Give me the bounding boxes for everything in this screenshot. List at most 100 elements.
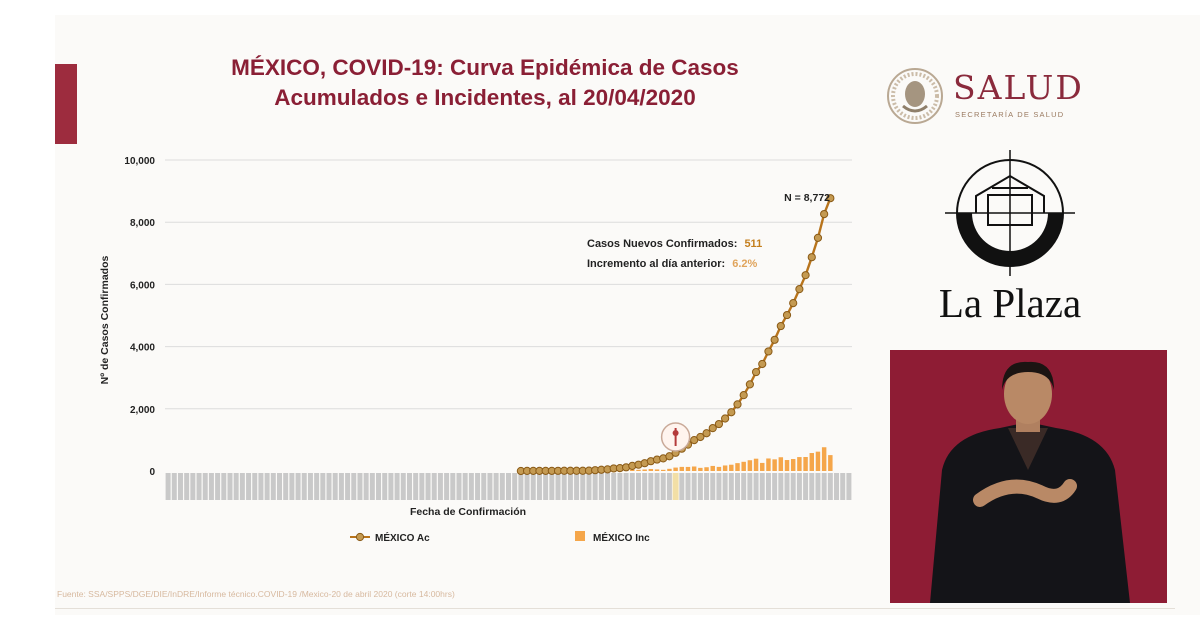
incident-bar <box>698 467 703 471</box>
date-tick-cell <box>561 473 567 500</box>
incident-bar <box>760 462 765 471</box>
incident-bar <box>636 469 641 471</box>
date-tick-cell <box>326 473 332 500</box>
date-tick-cell <box>196 473 202 500</box>
incident-bar <box>722 465 728 471</box>
date-tick-cell <box>233 473 239 500</box>
date-tick-cell <box>406 473 412 500</box>
marker-figure <box>672 430 679 436</box>
date-tick-cell <box>283 473 289 500</box>
data-point <box>758 359 767 369</box>
date-tick-cell <box>221 473 227 500</box>
date-tick-cell <box>444 473 450 500</box>
legend-point-swatch <box>355 532 365 542</box>
date-tick-cell <box>580 473 586 500</box>
incident-bar <box>784 460 790 471</box>
mexican-eagle-emblem-icon <box>887 68 943 124</box>
y-tick-label: 4,000 <box>130 343 155 354</box>
y-tick-label: 8,000 <box>130 218 155 229</box>
date-tick-cell <box>592 473 598 500</box>
date-tick-cell <box>834 473 840 500</box>
date-tick-cell <box>184 473 190 500</box>
incident-bar <box>691 466 697 471</box>
data-point <box>702 429 711 438</box>
date-tick-cell <box>629 473 635 500</box>
date-tick-cell <box>753 473 759 500</box>
date-tick-cell <box>809 473 815 500</box>
new-cases-label: Casos Nuevos Confirmados: <box>587 238 737 250</box>
incident-bar <box>828 455 833 471</box>
y-tick-label: 2,000 <box>130 405 155 416</box>
date-tick-cell <box>741 473 747 500</box>
y-tick-label: 6,000 <box>130 280 155 291</box>
incident-bar <box>704 467 709 471</box>
date-tick-cell <box>605 473 611 500</box>
incident-bar <box>648 468 654 471</box>
date-tick-cell <box>840 473 846 500</box>
date-tick-cell <box>363 473 369 500</box>
date-tick-cell <box>481 473 487 500</box>
data-point <box>733 400 742 409</box>
incident-bar <box>772 459 777 471</box>
data-point <box>820 209 829 219</box>
brand-accent-tab <box>55 64 77 144</box>
data-point <box>714 419 724 429</box>
incident-bar <box>741 461 746 471</box>
data-point <box>696 432 705 442</box>
date-tick-cell <box>270 473 276 500</box>
incident-bar <box>803 457 808 471</box>
chart-title: MÉXICO, COVID-19: Curva Epidémica de Cas… <box>130 53 840 113</box>
date-tick-cell <box>530 473 536 500</box>
date-tick-cell <box>314 473 320 500</box>
incident-bar <box>630 469 635 471</box>
date-tick-cell <box>518 473 524 500</box>
x-axis-date-strip <box>165 473 852 500</box>
date-tick-cell <box>400 473 406 500</box>
data-point <box>727 408 736 417</box>
incident-bar <box>729 464 734 471</box>
date-tick-cell <box>258 473 264 500</box>
increment-value: 6.2% <box>732 258 757 270</box>
date-tick-cell <box>357 473 363 500</box>
x-axis-label: Fecha de Confirmación <box>410 506 526 518</box>
incident-bar <box>661 469 666 471</box>
date-tick-cell <box>345 473 351 500</box>
salud-subtitle: SECRETARÍA DE SALUD <box>955 110 1065 119</box>
date-tick-cell <box>586 473 592 500</box>
date-tick-cell <box>382 473 388 500</box>
incident-bar <box>654 469 660 471</box>
incident-bar <box>673 467 678 471</box>
date-tick-cell <box>252 473 258 500</box>
date-tick-cell <box>697 473 703 500</box>
date-tick-cell <box>307 473 313 500</box>
incident-bar <box>778 457 784 471</box>
date-tick-cell <box>215 473 221 500</box>
date-tick-cell <box>598 473 604 500</box>
date-tick-cell <box>716 473 722 500</box>
date-tick-cell <box>177 473 183 500</box>
date-tick-cell <box>277 473 282 500</box>
date-tick-cell <box>524 473 530 500</box>
date-tick-cell <box>611 473 617 500</box>
y-axis-label: Nº de Casos Confirmados <box>99 255 111 384</box>
date-tick-cell <box>536 473 542 500</box>
date-tick-cell <box>320 473 326 500</box>
total-cases-annotation: N = 8,772 <box>784 192 830 204</box>
data-point <box>801 271 810 280</box>
date-tick-cell <box>301 473 307 500</box>
date-tick-cell <box>475 473 481 500</box>
date-tick-cell <box>487 473 493 500</box>
date-tick-cell <box>227 473 233 500</box>
date-tick-cell <box>790 473 796 500</box>
date-tick-cell <box>821 473 827 500</box>
data-point <box>721 414 730 423</box>
date-tick-cell <box>239 473 245 500</box>
increment-label: Incremento al día anterior: <box>587 258 725 270</box>
date-tick-cell <box>635 473 641 500</box>
y-tick-label: 10,000 <box>124 156 155 167</box>
date-tick-cell <box>388 473 394 500</box>
data-point <box>770 335 779 344</box>
date-tick-cell <box>190 473 196 500</box>
date-tick-cell <box>722 473 728 500</box>
data-point <box>813 233 823 242</box>
